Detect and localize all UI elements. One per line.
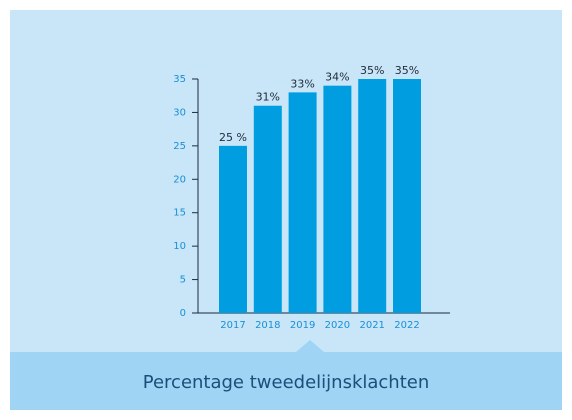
- x-tick-label: 2021: [359, 320, 384, 331]
- y-tick-label: 15: [173, 208, 186, 219]
- value-label: 35%: [360, 64, 384, 77]
- panel: [10, 10, 562, 410]
- y-tick-label: 10: [173, 241, 186, 252]
- bar: [253, 105, 282, 313]
- chart-title: Percentage tweedelijnsklachten: [143, 372, 430, 393]
- y-tick-label: 30: [173, 107, 186, 118]
- title-band: [10, 352, 562, 410]
- value-label: 25 %: [219, 131, 247, 144]
- y-tick-label: 0: [180, 308, 186, 319]
- x-tick-label: 2020: [325, 320, 350, 331]
- bar: [219, 145, 247, 313]
- value-label: 34%: [325, 71, 349, 84]
- y-tick-label: 25: [173, 141, 186, 152]
- x-tick-label: 2022: [394, 320, 419, 331]
- x-tick-label: 2019: [290, 320, 315, 331]
- value-label: 31%: [256, 91, 280, 104]
- bar: [358, 79, 387, 313]
- x-tick-label: 2017: [220, 320, 245, 331]
- bar: [323, 85, 352, 313]
- y-tick-label: 35: [173, 74, 186, 85]
- bar: [393, 79, 421, 313]
- notch: [296, 340, 324, 352]
- x-tick-label: 2018: [255, 320, 280, 331]
- y-tick-label: 20: [173, 174, 186, 185]
- value-label: 33%: [290, 77, 314, 90]
- bar: [288, 92, 317, 313]
- y-tick-label: 5: [180, 275, 186, 286]
- value-label: 35%: [395, 64, 419, 77]
